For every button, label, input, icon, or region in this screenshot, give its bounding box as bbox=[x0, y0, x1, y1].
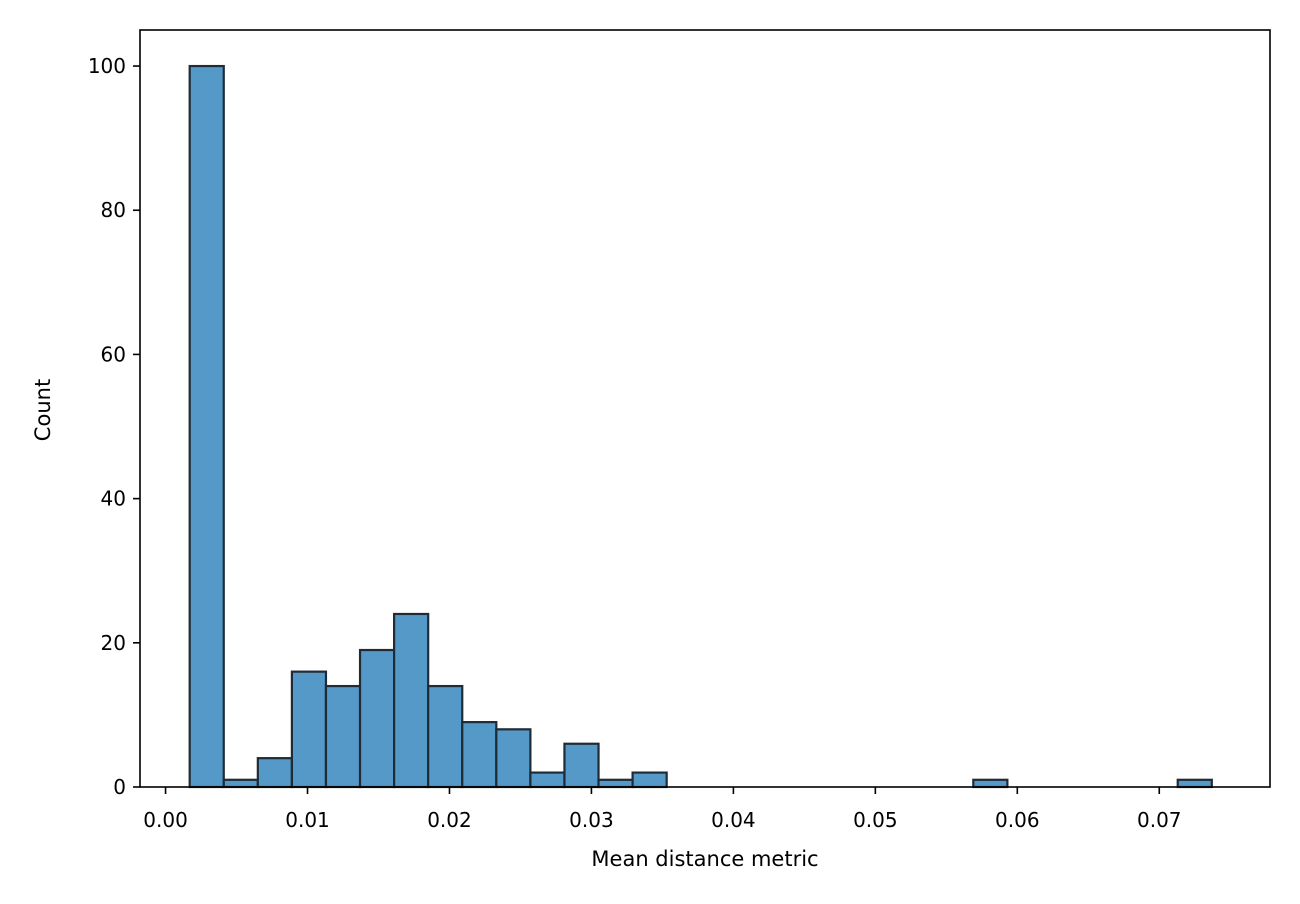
histogram-bar bbox=[972, 778, 1009, 789]
y-tick-label: 20 bbox=[101, 631, 126, 655]
histogram-bar bbox=[631, 771, 668, 789]
y-tick-label: 0 bbox=[113, 775, 126, 799]
bars-layer bbox=[188, 64, 1213, 789]
histogram-bar bbox=[529, 771, 566, 789]
x-tick-label: 0.07 bbox=[1137, 808, 1182, 832]
histogram-bar bbox=[188, 64, 225, 789]
x-tick-label: 0.03 bbox=[569, 808, 614, 832]
x-axis-ticks: 0.00 0.01 0.02 0.03 0.04 0.05 0.06 0.07 bbox=[143, 787, 1182, 832]
histogram-bar bbox=[427, 684, 464, 789]
x-tick-label: 0.06 bbox=[995, 808, 1040, 832]
y-axis-label: Count bbox=[31, 379, 55, 441]
histogram-bar bbox=[597, 778, 634, 789]
histogram-bar bbox=[324, 684, 362, 789]
x-tick-label: 0.04 bbox=[711, 808, 756, 832]
plot-frame bbox=[139, 29, 1271, 788]
x-axis-label: Mean distance metric bbox=[591, 847, 818, 871]
x-tick-label: 0.01 bbox=[285, 808, 330, 832]
x-tick-label: 0.05 bbox=[853, 808, 898, 832]
y-axis-ticks: 0 20 40 60 80 100 bbox=[88, 54, 140, 799]
y-tick-label: 40 bbox=[101, 487, 126, 511]
y-tick-label: 80 bbox=[101, 198, 126, 222]
x-tick-label: 0.02 bbox=[427, 808, 472, 832]
histogram-bar bbox=[290, 670, 328, 789]
histogram-bar bbox=[358, 648, 396, 789]
histogram-bar bbox=[256, 757, 293, 789]
histogram-bar bbox=[222, 778, 259, 789]
y-tick-label: 60 bbox=[101, 342, 126, 366]
histogram-bar bbox=[393, 612, 430, 789]
histogram-bar bbox=[461, 721, 498, 789]
x-tick-label: 0.00 bbox=[143, 808, 188, 832]
y-tick-label: 100 bbox=[88, 54, 126, 78]
histogram-bar bbox=[1176, 778, 1213, 789]
histogram-bar bbox=[563, 742, 600, 789]
histogram-bar bbox=[495, 728, 532, 789]
